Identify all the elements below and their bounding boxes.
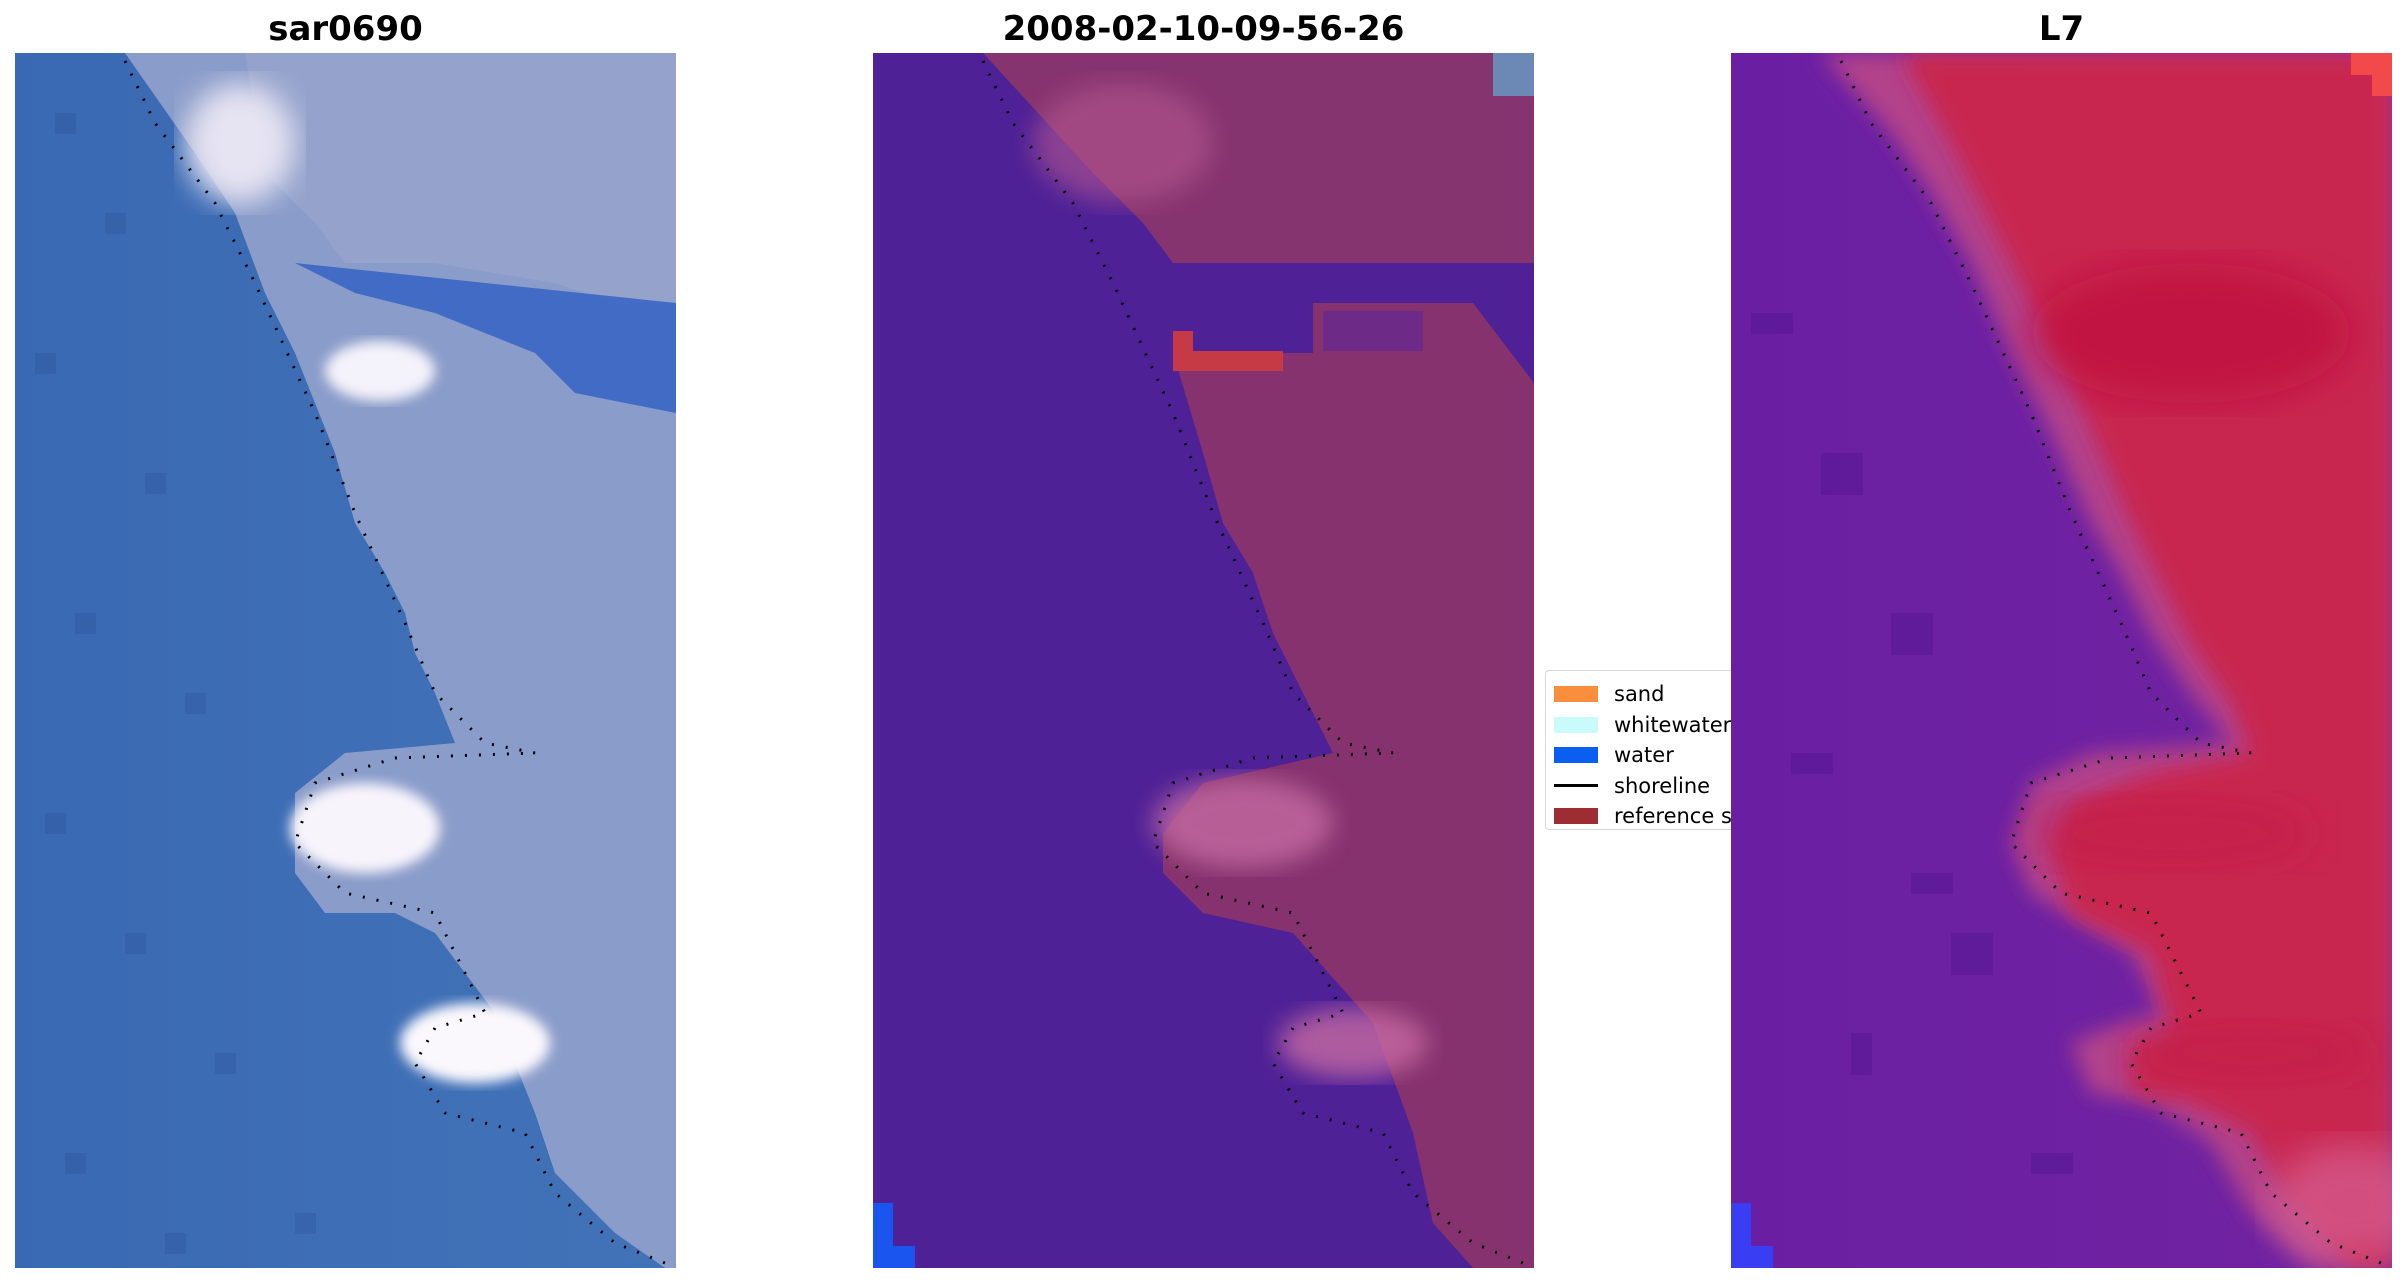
water-swatch bbox=[1554, 747, 1598, 764]
rgb-image-panel bbox=[15, 53, 676, 1268]
legend-label: reference s bbox=[1614, 804, 1732, 829]
sand-swatch bbox=[1554, 686, 1598, 703]
whitewater-swatch bbox=[1554, 716, 1598, 733]
panel-title-3: L7 bbox=[2038, 9, 2085, 49]
rgb-image bbox=[15, 53, 676, 1268]
panel-title-2: 2008-02-10-09-56-26 bbox=[1002, 9, 1405, 49]
legend-item-shoreline: shoreline bbox=[1546, 771, 1735, 802]
panel-title-1: sar0690 bbox=[268, 9, 423, 49]
legend-label: whitewater bbox=[1614, 712, 1732, 737]
index-image-panel bbox=[1731, 53, 2392, 1268]
legend-item-sand: sand bbox=[1546, 679, 1735, 710]
legend-label: water bbox=[1614, 743, 1674, 768]
legend-item-water: water bbox=[1546, 740, 1735, 771]
classified-image bbox=[873, 53, 1534, 1268]
legend-item-whitewater: whitewater bbox=[1546, 710, 1735, 741]
reference-swatch bbox=[1554, 808, 1598, 825]
legend-item-reference-shoreline: reference s bbox=[1546, 801, 1735, 829]
legend-label: shoreline bbox=[1614, 773, 1711, 798]
classified-image-panel bbox=[873, 53, 1534, 1268]
legend-label: sand bbox=[1614, 682, 1665, 707]
legend: sand whitewater water shoreline referenc… bbox=[1545, 670, 1735, 830]
shoreline-line-swatch bbox=[1554, 784, 1598, 788]
index-image bbox=[1731, 53, 2392, 1268]
